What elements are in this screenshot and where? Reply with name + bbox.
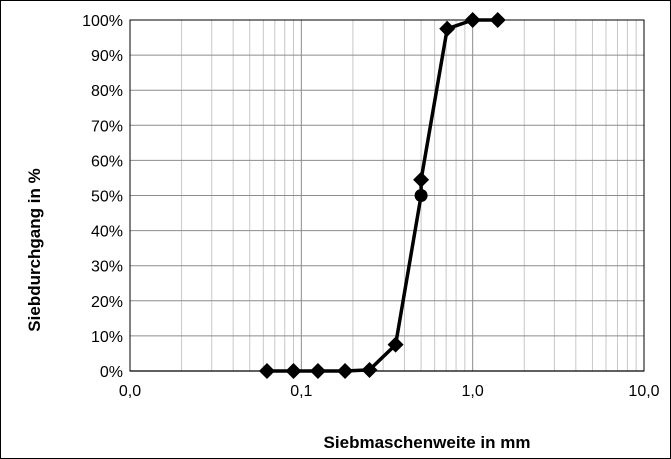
data-point-diamond: [361, 361, 378, 378]
y-tick-label: 60%: [91, 153, 123, 170]
data-point-diamond: [309, 363, 326, 379]
y-tick-label: 40%: [91, 224, 123, 241]
data-point-diamond: [285, 363, 302, 379]
data-point-circle: [414, 189, 428, 202]
x-tick-label: 10,0: [628, 383, 659, 400]
y-tick-label: 30%: [91, 259, 123, 276]
data-point-diamond: [413, 171, 430, 188]
y-axis-title: Siebdurchgang in %: [25, 168, 44, 331]
data-point-diamond: [464, 12, 481, 28]
y-tick-label: 50%: [91, 189, 123, 206]
y-tick-label: 10%: [91, 329, 123, 346]
y-tick-label: 100%: [82, 13, 123, 30]
x-tick-label: 0,1: [290, 383, 312, 400]
x-tick-labels: 0,0 0,1 1,0 10,0: [119, 383, 660, 400]
x-tick-label: 1,0: [462, 383, 484, 400]
x-tick-label: 0,0: [119, 383, 141, 400]
y-tick-label: 70%: [91, 118, 123, 135]
data-point-diamond: [439, 20, 456, 37]
y-tick-label: 20%: [91, 294, 123, 311]
x-axis-title: Siebmaschenweite in mm: [324, 433, 531, 452]
data-point-diamond: [387, 336, 404, 353]
data-point-diamond: [489, 12, 506, 28]
y-tick-label: 90%: [91, 48, 123, 65]
series-markers: [258, 12, 506, 379]
data-point-diamond: [258, 363, 275, 379]
data-point-diamond: [337, 363, 354, 379]
y-tick-label: 0%: [100, 364, 123, 381]
y-tick-labels: 0% 10% 20% 30% 40% 50% 60% 70% 80% 90% 100%: [82, 13, 123, 381]
y-tick-label: 80%: [91, 83, 123, 100]
